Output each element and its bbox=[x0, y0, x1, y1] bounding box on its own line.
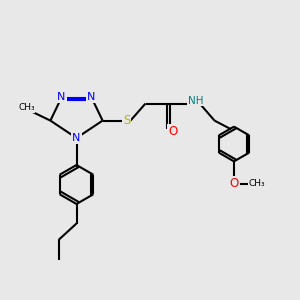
Text: CH₃: CH₃ bbox=[18, 103, 35, 112]
Text: N: N bbox=[87, 92, 96, 103]
Text: NH: NH bbox=[188, 95, 203, 106]
Text: N: N bbox=[57, 92, 66, 103]
Text: S: S bbox=[123, 114, 130, 127]
Text: CH₃: CH₃ bbox=[249, 179, 266, 188]
Text: O: O bbox=[168, 124, 177, 138]
Text: O: O bbox=[230, 177, 238, 190]
Text: N: N bbox=[72, 133, 81, 143]
